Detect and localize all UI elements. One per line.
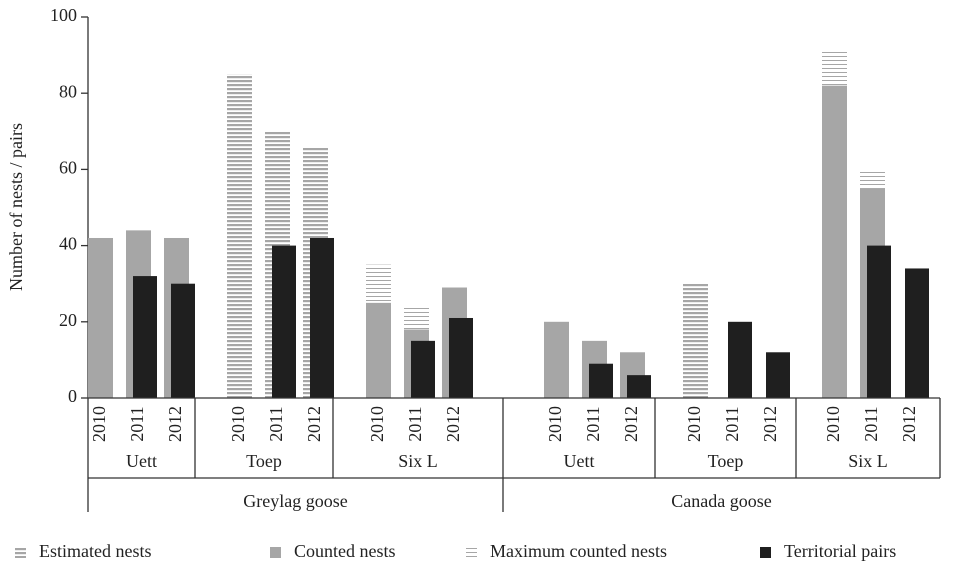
group-label: Greylag goose bbox=[243, 491, 347, 511]
subgroup-label: Uett bbox=[126, 451, 157, 471]
y-axis-label: Number of nests / pairs bbox=[6, 123, 26, 291]
x-tick-label: 2011 bbox=[127, 406, 147, 441]
bar bbox=[683, 283, 708, 398]
x-tick-label: 2012 bbox=[165, 406, 185, 442]
x-tick-label: 2012 bbox=[621, 406, 641, 442]
legend-label: Maximum counted nests bbox=[490, 541, 667, 561]
y-tick-label: 100 bbox=[50, 5, 77, 25]
y-tick-label: 20 bbox=[59, 310, 77, 330]
subgroup-label: Six L bbox=[848, 451, 888, 471]
x-tick-label: 2010 bbox=[545, 406, 565, 442]
x-tick-label: 2011 bbox=[722, 406, 742, 441]
y-tick-label: 60 bbox=[59, 158, 77, 178]
x-tick-label: 2011 bbox=[405, 406, 425, 441]
x-tick-label: 2012 bbox=[899, 406, 919, 442]
bar bbox=[860, 169, 885, 189]
bar bbox=[544, 321, 569, 398]
x-tick-label: 2011 bbox=[861, 406, 881, 441]
bar bbox=[449, 317, 473, 398]
x-tick-label: 2012 bbox=[760, 406, 780, 442]
subgroup-label: Six L bbox=[398, 451, 438, 471]
y-tick-label: 80 bbox=[59, 81, 77, 101]
bar bbox=[822, 51, 847, 86]
x-tick-label: 2010 bbox=[367, 406, 387, 442]
legend-swatch bbox=[466, 547, 477, 558]
bar bbox=[88, 237, 113, 398]
x-tick-label: 2010 bbox=[823, 406, 843, 442]
bar bbox=[133, 276, 157, 398]
bar bbox=[272, 245, 296, 398]
subgroup-label: Toep bbox=[708, 451, 744, 471]
bar bbox=[227, 74, 252, 399]
x-tick-label: 2011 bbox=[266, 406, 286, 441]
bar bbox=[411, 340, 435, 398]
legend-label: Counted nests bbox=[294, 541, 396, 561]
subgroup-label: Toep bbox=[246, 451, 282, 471]
bar bbox=[310, 237, 334, 398]
bar bbox=[627, 375, 651, 398]
legend-label: Territorial pairs bbox=[784, 541, 896, 561]
group-label: Canada goose bbox=[671, 491, 771, 511]
legend-swatch bbox=[760, 547, 771, 558]
bar bbox=[766, 352, 790, 398]
x-tick-label: 2010 bbox=[228, 406, 248, 442]
bar bbox=[171, 283, 195, 398]
bar bbox=[366, 302, 391, 398]
bar bbox=[905, 268, 929, 398]
y-tick-label: 40 bbox=[59, 234, 77, 254]
bar bbox=[589, 363, 613, 398]
legend-label: Estimated nests bbox=[39, 541, 151, 561]
x-tick-label: 2010 bbox=[684, 406, 704, 442]
x-tick-label: 2010 bbox=[89, 406, 109, 442]
bar bbox=[728, 321, 752, 398]
bar bbox=[867, 245, 891, 398]
y-tick-label: 0 bbox=[68, 386, 77, 406]
x-tick-label: 2012 bbox=[304, 406, 324, 442]
bar bbox=[404, 306, 429, 330]
subgroup-label: Uett bbox=[564, 451, 595, 471]
legend-swatch bbox=[270, 547, 281, 558]
bar bbox=[822, 85, 847, 398]
bar bbox=[366, 264, 391, 303]
x-tick-label: 2012 bbox=[443, 406, 463, 442]
x-tick-label: 2011 bbox=[583, 406, 603, 441]
legend-swatch bbox=[15, 547, 26, 558]
